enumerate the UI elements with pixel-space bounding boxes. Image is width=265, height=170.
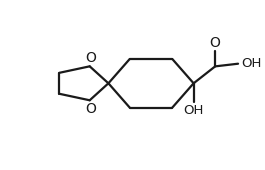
Text: O: O — [86, 102, 96, 116]
Text: OH: OH — [241, 57, 262, 70]
Text: O: O — [86, 51, 96, 65]
Text: O: O — [210, 36, 221, 50]
Text: OH: OH — [183, 104, 204, 117]
